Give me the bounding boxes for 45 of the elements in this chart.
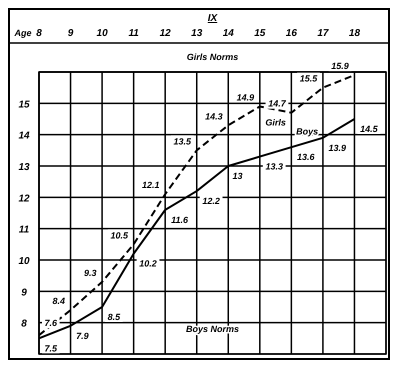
data-label: 14.5 <box>360 124 379 134</box>
data-label: 14.7 <box>268 98 287 109</box>
series-label: Girls <box>265 118 286 128</box>
data-label: 9.3 <box>84 268 97 278</box>
y-tick-label: 14 <box>18 130 30 142</box>
x-tick-label: 17 <box>317 28 329 39</box>
data-label: 13.3 <box>265 162 283 172</box>
data-label: 7.6 <box>44 318 58 328</box>
data-label: 10.2 <box>139 258 157 269</box>
data-label: 7.9 <box>76 330 89 341</box>
y-tick-label: 15 <box>18 99 30 110</box>
x-tick-label: 12 <box>160 28 172 39</box>
data-label: 7.5 <box>44 343 58 354</box>
data-label: 15.9 <box>331 61 349 72</box>
y-tick-label: 11 <box>18 224 30 236</box>
y-tick-label: 9 <box>21 287 28 298</box>
data-label: 15.5 <box>300 74 318 84</box>
chart-title: IX <box>208 13 219 24</box>
data-label: 12.2 <box>202 196 220 206</box>
y-tick-label: 10 <box>18 256 30 267</box>
x-tick-label: 11 <box>128 28 140 39</box>
data-label: 13.5 <box>174 136 192 146</box>
x-tick-label: 13 <box>191 28 203 39</box>
data-label: 11.6 <box>171 214 189 225</box>
data-label: 10.5 <box>110 230 129 240</box>
data-label: 13.6 <box>297 152 316 162</box>
x-tick-label: 10 <box>96 28 108 39</box>
y-tick-label: 12 <box>18 193 30 204</box>
data-label: 14.9 <box>236 92 254 102</box>
x-axis-title: Age <box>13 28 32 38</box>
x-tick-label: 16 <box>286 28 298 39</box>
data-label: 13.9 <box>328 142 346 153</box>
data-label: 8.5 <box>108 312 122 322</box>
data-label: 8.4 <box>52 296 66 306</box>
text: Girls Norms <box>186 52 238 62</box>
x-tick-label: 8 <box>36 28 42 39</box>
data-label: 12.1 <box>142 180 160 190</box>
data-label: 13 <box>232 171 242 181</box>
y-tick-label: 13 <box>18 162 30 173</box>
x-tick-label: 18 <box>348 28 360 39</box>
x-tick-label: 14 <box>222 28 234 39</box>
x-tick-label: 15 <box>254 28 266 39</box>
data-label: 14.3 <box>205 111 223 122</box>
y-tick-label: 8 <box>21 318 28 330</box>
x-tick-label: 9 <box>68 28 74 39</box>
